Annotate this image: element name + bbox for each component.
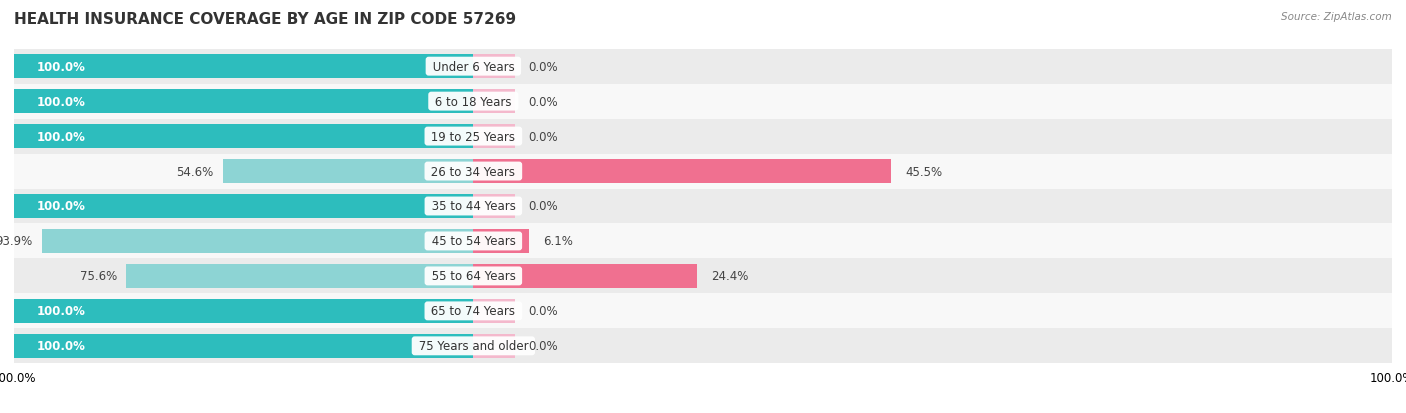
Text: 54.6%: 54.6% xyxy=(176,165,214,178)
Text: 100.0%: 100.0% xyxy=(37,339,86,352)
Bar xyxy=(14,195,474,218)
Text: 100.0%: 100.0% xyxy=(37,130,86,143)
Text: 0.0%: 0.0% xyxy=(529,130,558,143)
Text: 100.0%: 100.0% xyxy=(37,95,86,108)
Text: 93.9%: 93.9% xyxy=(0,235,32,248)
Bar xyxy=(474,55,515,79)
Text: 26 to 34 Years: 26 to 34 Years xyxy=(427,165,519,178)
Bar xyxy=(474,195,515,218)
Bar xyxy=(14,329,1392,363)
Bar xyxy=(42,230,474,253)
Bar xyxy=(14,294,1392,329)
Text: 65 to 74 Years: 65 to 74 Years xyxy=(427,305,519,318)
Text: Source: ZipAtlas.com: Source: ZipAtlas.com xyxy=(1281,12,1392,22)
Bar xyxy=(474,90,515,114)
Bar xyxy=(14,90,474,114)
Bar xyxy=(14,125,474,149)
Text: 45 to 54 Years: 45 to 54 Years xyxy=(427,235,519,248)
Text: 75.6%: 75.6% xyxy=(80,270,117,283)
Text: Under 6 Years: Under 6 Years xyxy=(429,61,517,74)
Bar xyxy=(14,259,1392,294)
Text: 0.0%: 0.0% xyxy=(529,305,558,318)
Text: 100.0%: 100.0% xyxy=(37,200,86,213)
Text: 19 to 25 Years: 19 to 25 Years xyxy=(427,130,519,143)
Text: 0.0%: 0.0% xyxy=(529,339,558,352)
Bar xyxy=(14,119,1392,154)
Bar xyxy=(474,160,891,183)
Text: 0.0%: 0.0% xyxy=(529,61,558,74)
Bar xyxy=(474,125,515,149)
Bar xyxy=(127,264,474,288)
Text: 0.0%: 0.0% xyxy=(529,95,558,108)
Bar xyxy=(14,55,474,79)
Bar xyxy=(14,50,1392,84)
Bar xyxy=(14,154,1392,189)
Text: 45.5%: 45.5% xyxy=(905,165,942,178)
Bar xyxy=(474,230,530,253)
Bar xyxy=(14,189,1392,224)
Text: 100.0%: 100.0% xyxy=(37,61,86,74)
Text: HEALTH INSURANCE COVERAGE BY AGE IN ZIP CODE 57269: HEALTH INSURANCE COVERAGE BY AGE IN ZIP … xyxy=(14,12,516,27)
Text: 55 to 64 Years: 55 to 64 Years xyxy=(427,270,519,283)
Text: 24.4%: 24.4% xyxy=(711,270,748,283)
Text: 6 to 18 Years: 6 to 18 Years xyxy=(432,95,516,108)
Text: 6.1%: 6.1% xyxy=(543,235,574,248)
Bar xyxy=(14,334,474,358)
Text: 35 to 44 Years: 35 to 44 Years xyxy=(427,200,519,213)
Bar xyxy=(14,84,1392,119)
Bar xyxy=(222,160,474,183)
Text: 100.0%: 100.0% xyxy=(37,305,86,318)
Bar xyxy=(14,224,1392,259)
Bar xyxy=(14,299,474,323)
Text: 75 Years and older: 75 Years and older xyxy=(415,339,531,352)
Bar xyxy=(474,334,515,358)
Bar xyxy=(474,264,697,288)
Text: 0.0%: 0.0% xyxy=(529,200,558,213)
Bar xyxy=(474,299,515,323)
